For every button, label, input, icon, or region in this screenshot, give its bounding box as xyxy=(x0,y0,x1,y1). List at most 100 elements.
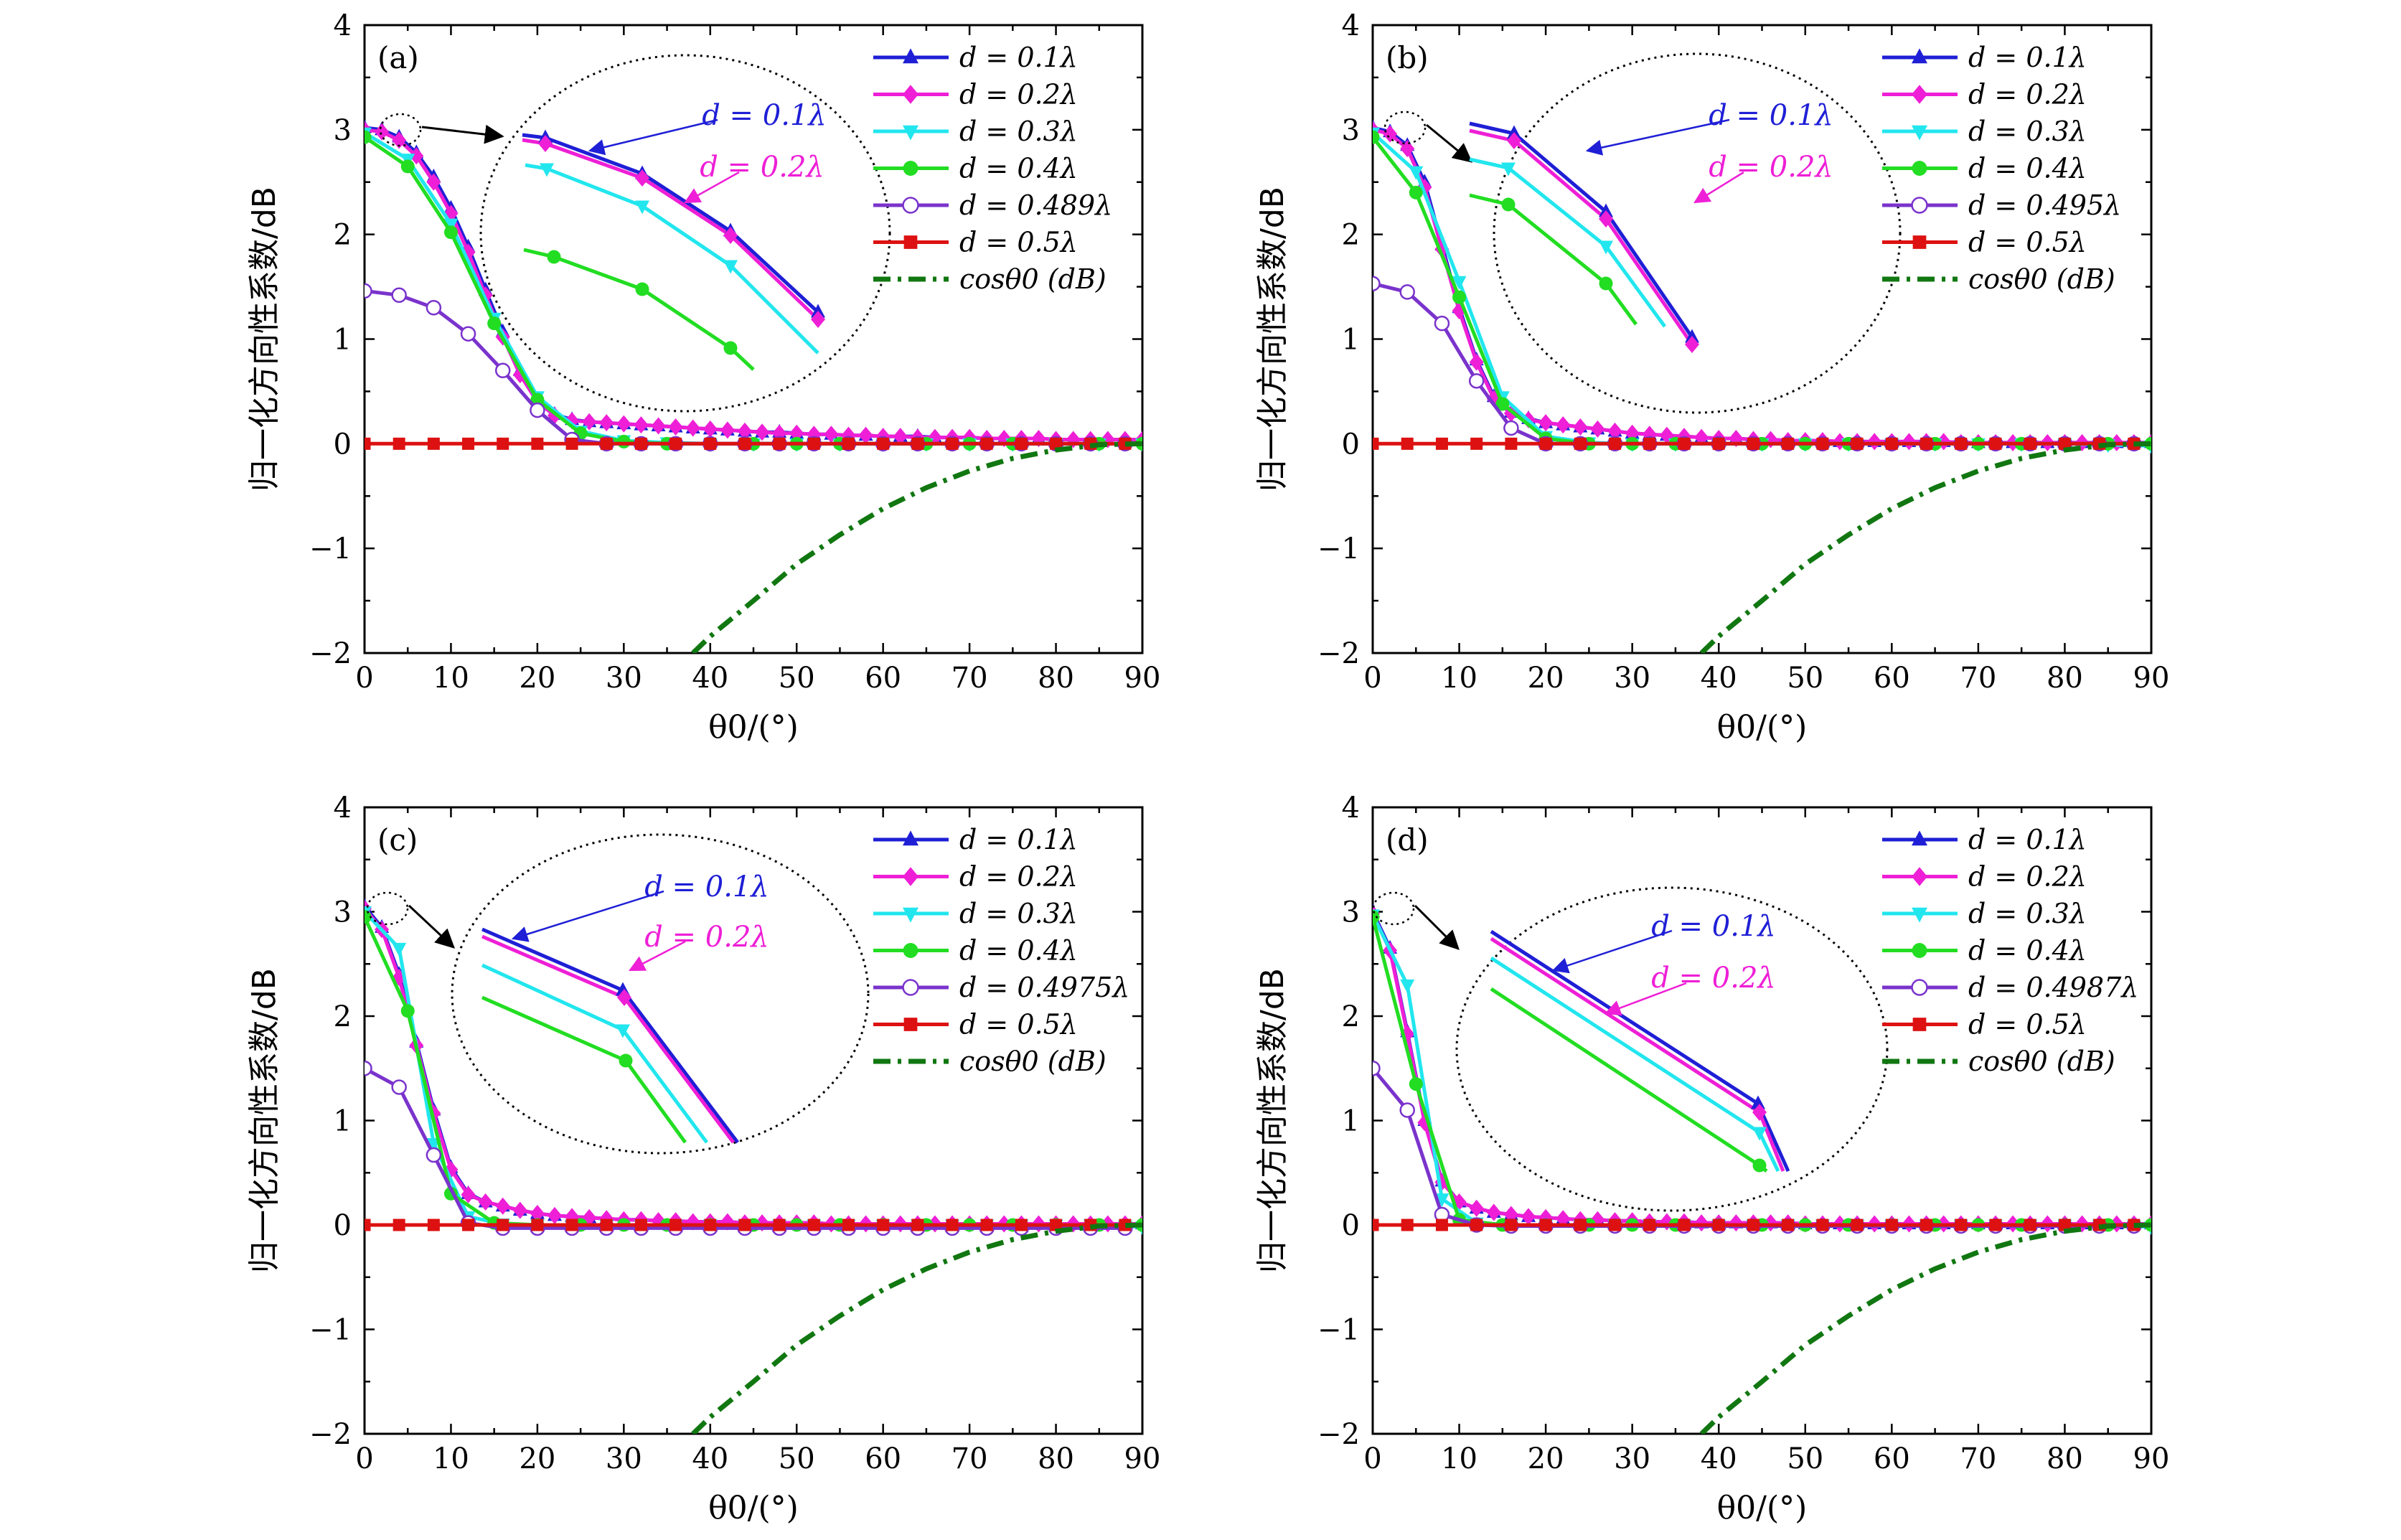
chart-panel: 0 10 20 30 40 50 60 70 80 90 −2 −1 0 1 2 3 4 θ0/(°) 归一化方向性… xyxy=(1254,9,2169,746)
data-point xyxy=(565,437,578,450)
legend-marker xyxy=(1912,830,1927,846)
zoom-inset: d = 0.1λ d = 0.2λ xyxy=(366,833,870,1155)
annotation-d01: d = 0.1λ xyxy=(644,870,769,903)
zoom-arrow xyxy=(421,124,504,144)
legend-label: d = 0.2λ xyxy=(959,861,1078,893)
zoom-arrow xyxy=(1426,123,1473,163)
data-point xyxy=(365,1061,372,1076)
data-point xyxy=(391,1079,407,1095)
x-tick-label: 10 xyxy=(1441,1442,1477,1475)
panel-label: (c) xyxy=(377,822,418,858)
legend: d = 0.1λ d = 0.2λ d = 0.3λ d = 0.4λ d = 0.49… xyxy=(1882,42,2121,295)
inset-data-point xyxy=(1752,1158,1767,1173)
y-tick-label: 4 xyxy=(334,792,352,825)
y-tick-label: 3 xyxy=(1342,114,1360,147)
data-point xyxy=(1015,1219,1028,1231)
x-tick-label: 60 xyxy=(1874,1442,1910,1475)
legend-label: d = 0.1λ xyxy=(959,824,1078,855)
annotation-arrow xyxy=(629,940,686,972)
data-point xyxy=(495,1197,510,1215)
legend-marker xyxy=(1912,1018,1927,1031)
y-axis-label: 归一化方向性系数/dB xyxy=(1254,187,1291,492)
x-tick-label: 0 xyxy=(355,1442,373,1475)
data-point xyxy=(1434,1193,1449,1208)
legend-label: d = 0.1λ xyxy=(1968,42,2087,73)
data-point xyxy=(1434,315,1450,332)
inset-data-point xyxy=(547,250,561,264)
x-axis-label: θ0/(°) xyxy=(1717,709,1808,746)
data-point xyxy=(1015,437,1028,450)
legend-marker xyxy=(903,867,918,886)
data-point xyxy=(392,131,407,149)
legend-label: d = 0.4λ xyxy=(1968,935,2087,967)
legend-label: d = 0.4λ xyxy=(959,153,1078,184)
inset-data-point xyxy=(635,200,649,215)
x-axis-label: θ0/(°) xyxy=(1717,1490,1808,1526)
data-point xyxy=(704,437,717,450)
annotation-d02: d = 0.2λ xyxy=(700,151,824,184)
data-point xyxy=(616,434,631,449)
data-point xyxy=(2058,1219,2071,1231)
inset-data-point xyxy=(1501,197,1516,212)
data-point xyxy=(1409,1077,1423,1091)
data-point xyxy=(1373,130,1380,144)
data-point xyxy=(512,1201,527,1219)
data-point xyxy=(1373,276,1381,291)
inset-ellipse xyxy=(1493,52,1902,414)
data-point xyxy=(1400,979,1415,993)
legend-marker xyxy=(903,907,918,923)
data-point xyxy=(1643,437,1656,450)
legend-marker xyxy=(1912,943,1927,958)
data-point xyxy=(789,424,804,442)
inset-ellipse xyxy=(1455,886,1889,1212)
data-point xyxy=(1373,1061,1381,1076)
annotation-d02: d = 0.2λ xyxy=(644,921,769,954)
legend-label: d = 0.489λ xyxy=(959,189,1112,221)
legend-label: cosθ0 (dB) xyxy=(1968,1046,2115,1077)
x-tick-label: 0 xyxy=(1363,1442,1381,1475)
inset-series-line xyxy=(523,248,755,371)
legend: d = 0.1λ d = 0.2λ d = 0.3λ d = 0.4λ d = 0.49… xyxy=(873,824,1129,1077)
chart-panel: 0 10 20 30 40 50 60 70 80 90 −2 −1 0 1 2 3 4 θ0/(°) 归一化方向性… xyxy=(1254,792,2169,1526)
data-point xyxy=(668,418,683,436)
y-tick-label: −2 xyxy=(309,1418,352,1451)
data-point xyxy=(1470,437,1483,450)
inset-series-line xyxy=(1490,987,1768,1173)
data-point xyxy=(634,437,647,450)
y-axis-label: 归一化方向性系数/dB xyxy=(246,968,283,1273)
data-point xyxy=(460,326,476,342)
data-point xyxy=(1816,437,1829,450)
inset-data-point xyxy=(1599,210,1613,227)
y-tick-label: 4 xyxy=(1342,9,1360,42)
data-point xyxy=(1539,1219,1552,1231)
y-tick-label: 4 xyxy=(1342,792,1360,825)
y-tick-label: 2 xyxy=(334,219,352,252)
data-point xyxy=(1435,437,1448,450)
x-tick-label: 80 xyxy=(1038,1442,1074,1475)
data-point xyxy=(530,402,545,418)
data-point xyxy=(1712,437,1725,450)
data-point xyxy=(1401,1219,1414,1231)
x-tick-label: 90 xyxy=(1124,662,1161,695)
data-point xyxy=(531,437,544,450)
data-point xyxy=(1373,1219,1379,1231)
legend-label: d = 0.4987λ xyxy=(1968,972,2138,1003)
inset-series-line xyxy=(481,934,735,1144)
legend-label: d = 0.5λ xyxy=(959,1009,1078,1041)
data-point xyxy=(426,300,442,316)
annotation-arrow xyxy=(588,118,718,156)
legend-label: d = 0.3λ xyxy=(1968,898,2087,929)
data-point xyxy=(1373,437,1379,450)
chart-panel: 0 10 20 30 40 50 60 70 80 90 −2 −1 0 1 2 3 4 θ0/(°) 归一化方向性… xyxy=(246,792,1160,1526)
data-point xyxy=(393,437,405,450)
data-point xyxy=(737,422,752,440)
data-point xyxy=(911,1219,924,1231)
x-tick-label: 70 xyxy=(952,662,988,695)
data-point xyxy=(1470,1219,1483,1231)
data-point xyxy=(1902,433,1917,451)
legend-label: d = 0.3λ xyxy=(959,898,1078,929)
legend-label: d = 0.3λ xyxy=(959,116,1078,147)
x-tick-label: 90 xyxy=(1124,1442,1161,1475)
data-point xyxy=(946,1219,959,1231)
x-tick-label: 90 xyxy=(2133,662,2170,695)
